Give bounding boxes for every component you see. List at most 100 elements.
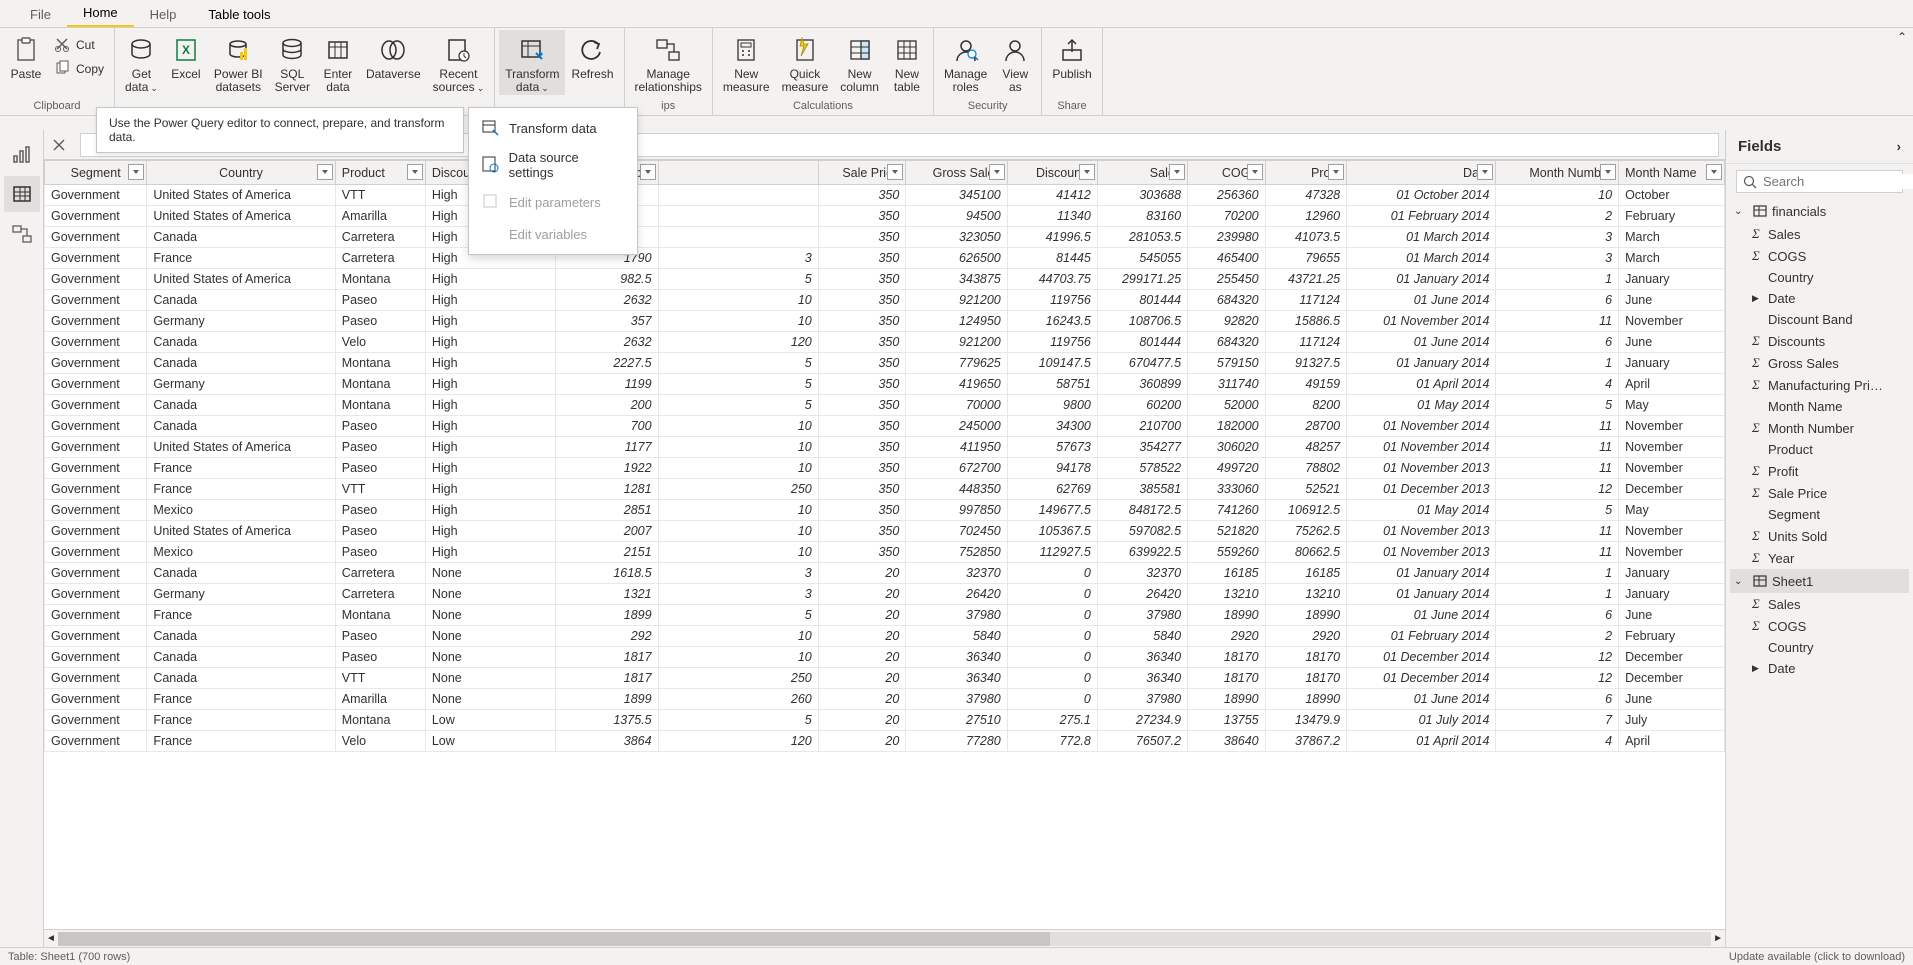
table-row[interactable]: GovernmentCanadaPaseoHigh263210350921200…	[45, 290, 1725, 311]
paste-button[interactable]: Paste	[4, 30, 48, 81]
copy-button[interactable]: Copy	[48, 58, 110, 80]
column-header[interactable]: Product	[335, 161, 425, 185]
field-item[interactable]: ΣCOGS	[1730, 615, 1909, 637]
tab-help[interactable]: Help	[134, 2, 193, 27]
dd-transform-data[interactable]: Transform data	[469, 112, 637, 144]
field-table-financials[interactable]: ⌄financials	[1730, 199, 1909, 223]
refresh-button[interactable]: Refresh	[565, 30, 619, 81]
new-measure-button[interactable]: New measure	[717, 30, 776, 94]
dd-data-source-settings[interactable]: Data source settings	[469, 144, 637, 186]
table-row[interactable]: GovernmentCanadaVeloHigh2632120350921200…	[45, 332, 1725, 353]
horizontal-scrollbar[interactable]: ◄ ►	[44, 929, 1725, 947]
field-item[interactable]: Product	[1730, 439, 1909, 460]
formula-close-button[interactable]	[44, 130, 74, 160]
manage-roles-button[interactable]: Manage roles	[938, 30, 993, 94]
table-row[interactable]: GovernmentFrancePaseoHigh192210350672700…	[45, 458, 1725, 479]
field-item[interactable]: ΣUnits Sold	[1730, 525, 1909, 547]
table-row[interactable]: GovernmentFranceVTTHigh12812503504483506…	[45, 479, 1725, 500]
status-right[interactable]: Update available (click to download)	[1729, 951, 1905, 963]
recent-sources-button[interactable]: Recent sources⌄	[427, 30, 491, 95]
table-row[interactable]: GovernmentUnited States of AmericaPaseoH…	[45, 521, 1725, 542]
column-header[interactable]: Gross Sales	[906, 161, 1007, 185]
field-item[interactable]: ΣDiscounts	[1730, 330, 1909, 352]
enter-data-button[interactable]: Enter data	[316, 30, 360, 94]
fields-search[interactable]	[1736, 170, 1903, 193]
column-header[interactable]: Month Number	[1496, 161, 1619, 185]
filter-icon[interactable]	[317, 164, 333, 180]
column-header[interactable]: Sale Price	[818, 161, 906, 185]
table-row[interactable]: GovernmentCanadaCarreteraNone1618.532032…	[45, 563, 1725, 584]
table-row[interactable]: GovernmentMexicoPaseoHigh215110350752850…	[45, 542, 1725, 563]
new-column-button[interactable]: New column	[834, 30, 885, 94]
field-item[interactable]: ΣSales	[1730, 593, 1909, 615]
column-header[interactable]: Discounts	[1007, 161, 1097, 185]
table-row[interactable]: GovernmentFranceAmarillaNone189926020379…	[45, 689, 1725, 710]
excel-button[interactable]: XExcel	[164, 30, 208, 81]
column-header[interactable]: Country	[147, 161, 335, 185]
table-row[interactable]: GovernmentGermanyMontanaHigh119953504196…	[45, 374, 1725, 395]
field-item[interactable]: ▶Date	[1730, 288, 1909, 309]
filter-icon[interactable]	[407, 164, 423, 180]
field-item[interactable]: Month Name	[1730, 396, 1909, 417]
field-table-sheet1[interactable]: ⌄Sheet1	[1730, 569, 1909, 593]
fields-search-input[interactable]	[1763, 174, 1913, 189]
transform-data-button[interactable]: Transform data⌄	[499, 30, 565, 95]
filter-icon[interactable]	[128, 164, 144, 180]
table-row[interactable]: GovernmentCanadaVTTNone18172502036340036…	[45, 668, 1725, 689]
filter-icon[interactable]	[1247, 164, 1263, 180]
field-item[interactable]: Country	[1730, 637, 1909, 658]
powerbi-datasets-button[interactable]: Power BI datasets	[208, 30, 269, 94]
field-item[interactable]: ΣCOGS	[1730, 245, 1909, 267]
publish-button[interactable]: Publish	[1046, 30, 1097, 81]
column-header[interactable]	[658, 161, 818, 185]
model-view-button[interactable]	[4, 216, 40, 252]
cut-button[interactable]: Cut	[48, 34, 110, 56]
quick-measure-button[interactable]: Quick measure	[776, 30, 835, 94]
tab-file[interactable]: File	[14, 2, 67, 27]
table-row[interactable]: GovernmentGermanyPaseoHigh35710350124950…	[45, 311, 1725, 332]
view-as-button[interactable]: View as	[993, 30, 1037, 94]
ribbon-collapse-caret[interactable]: ⌃	[1897, 30, 1907, 44]
filter-icon[interactable]	[989, 164, 1005, 180]
column-header[interactable]: COGS	[1188, 161, 1266, 185]
column-header[interactable]: Segment	[45, 161, 147, 185]
table-row[interactable]: GovernmentUnited States of AmericaMontan…	[45, 269, 1725, 290]
field-item[interactable]: Segment	[1730, 504, 1909, 525]
get-data-button[interactable]: Get data⌄	[119, 30, 164, 95]
table-row[interactable]: GovernmentCanadaMontanaHigh2005350700009…	[45, 395, 1725, 416]
column-header[interactable]: Date	[1347, 161, 1496, 185]
field-item[interactable]: ΣSales	[1730, 223, 1909, 245]
table-row[interactable]: GovernmentUnited States of AmericaPaseoH…	[45, 437, 1725, 458]
field-item[interactable]: ΣManufacturing Pri…	[1730, 374, 1909, 396]
field-item[interactable]: Country	[1730, 267, 1909, 288]
filter-icon[interactable]	[1169, 164, 1185, 180]
filter-icon[interactable]	[640, 164, 656, 180]
table-row[interactable]: GovernmentGermanyCarreteraNone1321320264…	[45, 584, 1725, 605]
filter-icon[interactable]	[1328, 164, 1344, 180]
tab-home[interactable]: Home	[67, 0, 134, 27]
table-row[interactable]: GovernmentCanadaPaseoHigh700103502450003…	[45, 416, 1725, 437]
column-header[interactable]: Month Name	[1619, 161, 1725, 185]
dataverse-button[interactable]: Dataverse	[360, 30, 427, 81]
fields-expand-icon[interactable]: ›	[1897, 139, 1901, 154]
field-item[interactable]: ΣMonth Number	[1730, 417, 1909, 439]
column-header[interactable]: Profit	[1265, 161, 1347, 185]
new-table-button[interactable]: New table	[885, 30, 929, 94]
filter-icon[interactable]	[1706, 164, 1722, 180]
filter-icon[interactable]	[1477, 164, 1493, 180]
report-view-button[interactable]	[4, 136, 40, 172]
table-row[interactable]: GovernmentFranceCarreteraHigh17903350626…	[45, 248, 1725, 269]
field-item[interactable]: ▶Date	[1730, 658, 1909, 679]
filter-icon[interactable]	[1600, 164, 1616, 180]
filter-icon[interactable]	[1079, 164, 1095, 180]
table-row[interactable]: GovernmentCanadaPaseoNone292102058400584…	[45, 626, 1725, 647]
table-row[interactable]: GovernmentFranceVeloLow38641202077280772…	[45, 731, 1725, 752]
table-row[interactable]: GovernmentUnited States of AmericaAmaril…	[45, 206, 1725, 227]
field-item[interactable]: ΣGross Sales	[1730, 352, 1909, 374]
field-item[interactable]: ΣYear	[1730, 547, 1909, 569]
sql-server-button[interactable]: SQL Server	[269, 30, 316, 94]
field-item[interactable]: ΣProfit	[1730, 460, 1909, 482]
table-row[interactable]: GovernmentMexicoPaseoHigh285110350997850…	[45, 500, 1725, 521]
table-row[interactable]: GovernmentCanadaCarreteraHigh35032305041…	[45, 227, 1725, 248]
table-row[interactable]: GovernmentCanadaMontanaHigh2227.55350779…	[45, 353, 1725, 374]
